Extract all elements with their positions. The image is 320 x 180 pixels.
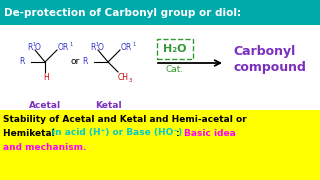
FancyBboxPatch shape <box>157 39 193 59</box>
Text: 1: 1 <box>95 42 98 46</box>
Text: Acetal: Acetal <box>29 100 61 109</box>
Text: 1: 1 <box>132 42 135 46</box>
Text: H₂O: H₂O <box>163 44 187 54</box>
Text: H: H <box>43 73 49 82</box>
Text: OR: OR <box>58 42 69 51</box>
Text: 1: 1 <box>32 42 36 46</box>
Text: CH: CH <box>118 73 129 82</box>
Text: O: O <box>35 42 41 51</box>
Text: 1: 1 <box>69 42 72 46</box>
Text: Basic idea: Basic idea <box>184 129 236 138</box>
FancyBboxPatch shape <box>0 25 320 110</box>
Text: Stability of Acetal and Ketal and Hemi-acetal or: Stability of Acetal and Ketal and Hemi-a… <box>3 116 247 125</box>
Text: OR: OR <box>121 42 132 51</box>
Text: 3: 3 <box>129 78 132 84</box>
Text: R: R <box>90 42 95 51</box>
FancyBboxPatch shape <box>0 110 320 180</box>
Text: R: R <box>27 42 32 51</box>
Text: Hemiketal: Hemiketal <box>3 129 58 138</box>
Text: Carbonyl
compound: Carbonyl compound <box>233 46 306 75</box>
Text: R: R <box>19 57 24 66</box>
Text: R: R <box>82 57 87 66</box>
Text: De-protection of Carbonyl group or diol:: De-protection of Carbonyl group or diol: <box>4 8 241 18</box>
Text: or: or <box>70 57 80 66</box>
Text: Cat.: Cat. <box>166 66 184 75</box>
Text: :: : <box>176 129 183 138</box>
Text: Ketal: Ketal <box>95 100 121 109</box>
Text: O: O <box>98 42 104 51</box>
Text: and mechanism.: and mechanism. <box>3 143 86 152</box>
Text: in acid (H⁺) or Base (HO⁻): in acid (H⁺) or Base (HO⁻) <box>52 129 182 138</box>
FancyBboxPatch shape <box>0 0 320 25</box>
